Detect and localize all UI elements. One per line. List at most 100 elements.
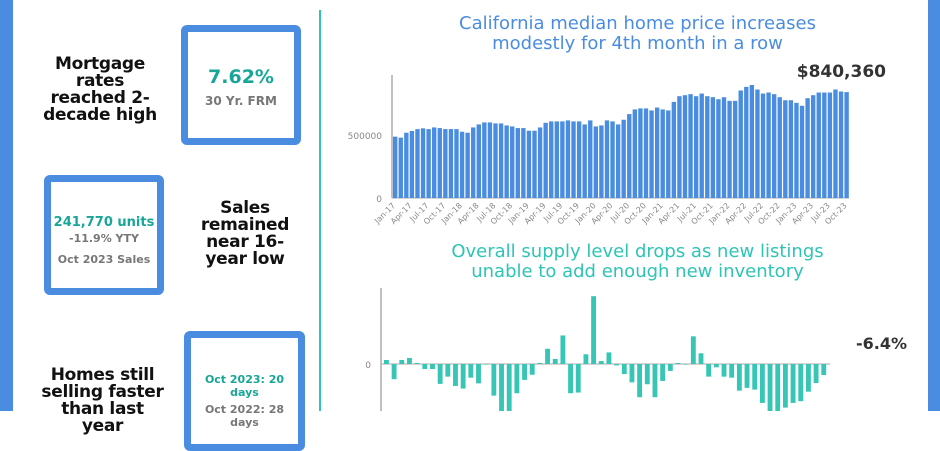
price-bar [783, 100, 788, 198]
sales-value: 241,770 units [53, 215, 155, 230]
supply-bar [690, 336, 696, 364]
price-bar [833, 89, 838, 198]
mortgage-card: 7.62% 30 Yr. FRM [181, 25, 301, 145]
price-bar [749, 84, 755, 198]
supply-bar [736, 364, 742, 391]
price-bar [654, 107, 660, 198]
price-bar [615, 124, 621, 198]
price-annotation: $840,360 [797, 62, 886, 82]
price-bar [771, 94, 777, 198]
supply-bar [775, 364, 781, 411]
price-bar [487, 122, 493, 198]
supply-bar [713, 364, 719, 368]
price-bar [426, 129, 431, 198]
supply-bar [399, 360, 405, 364]
mortgage-label: 30 Yr. FRM [205, 94, 277, 108]
supply-bar [721, 364, 727, 377]
supply-bar [698, 353, 704, 364]
sales-change: -11.9% YTY [69, 232, 139, 245]
supply-bar [407, 357, 412, 364]
divider [319, 10, 321, 411]
price-bar [627, 114, 632, 198]
supply-bar [621, 364, 627, 375]
price-bar [448, 129, 454, 198]
price-bar [593, 126, 599, 198]
price-bar [649, 110, 654, 198]
supply-bar [782, 364, 788, 408]
price-bar [498, 123, 504, 198]
supply-bar [545, 348, 550, 364]
price-bar [677, 96, 682, 198]
price-bar [666, 110, 671, 198]
supply-bar [790, 364, 796, 403]
price-bar [476, 124, 481, 198]
price-bar [459, 131, 465, 198]
right-border [928, 0, 940, 411]
price-bar [794, 102, 799, 198]
price-bar [699, 93, 704, 198]
price-bar [420, 128, 426, 198]
price-bar [398, 137, 403, 198]
supply-bar [637, 364, 643, 398]
supply-bar [759, 364, 765, 403]
y-tick-label: 500000 [348, 132, 383, 142]
sales-label: Oct 2023 Sales [57, 253, 151, 266]
supply-bar [522, 364, 527, 380]
price-bar [710, 97, 716, 198]
supply-bar [460, 364, 466, 389]
price-bar [732, 100, 738, 198]
price-bar [688, 94, 693, 198]
supply-bar [667, 364, 673, 371]
supply-bar [537, 362, 543, 364]
supply-bar [445, 364, 451, 377]
supply-bar [476, 364, 481, 384]
price-bar [526, 130, 532, 198]
price-bar [521, 128, 526, 198]
supply-bar [598, 361, 604, 364]
price-bar [621, 119, 626, 198]
price-bar [582, 124, 587, 198]
charts: 0500000Jan-17Apr-17Jul-17Oct-17Jan-18Apr… [348, 62, 907, 411]
supply-bar [813, 364, 819, 384]
price-bar [532, 130, 537, 198]
price-bar [716, 99, 721, 198]
price-bar [693, 96, 699, 198]
price-bar [604, 120, 610, 198]
price-bar [409, 130, 415, 198]
supply-bar [614, 364, 620, 366]
price-bar [721, 97, 727, 198]
supply-bar [422, 364, 428, 370]
y-tick-label: 0 [365, 361, 371, 371]
price-bar [571, 121, 576, 198]
price-bar [705, 96, 710, 198]
price-bar [638, 108, 643, 198]
price-bar [755, 89, 760, 198]
supply-bar [453, 364, 458, 386]
supply-bar [652, 364, 658, 398]
price-bar [610, 121, 615, 198]
supply-bar [384, 360, 389, 364]
price-bar [660, 109, 665, 198]
price-bar [760, 93, 766, 198]
supply-chart-title: Overall supply level drops as new listin… [451, 241, 824, 282]
price-bar [554, 121, 559, 198]
price-bar [727, 100, 732, 198]
mortgage-rate: 7.62% [208, 66, 274, 88]
supply-bar [729, 364, 735, 378]
supply-bar [437, 364, 443, 384]
supply-bar [675, 362, 681, 364]
price-bar [632, 109, 638, 198]
supply-bar [821, 364, 827, 376]
supply-bar [391, 364, 397, 380]
price-bar [799, 105, 805, 198]
y-tick-label: 0 [376, 195, 382, 205]
supply-bar [506, 364, 512, 411]
price-bar [838, 91, 844, 198]
price-bar [766, 92, 771, 198]
price-bar [415, 129, 420, 198]
supply-bar [660, 364, 666, 381]
price-bar [822, 92, 827, 198]
sales-headline: Sales remained near 16-year low [200, 198, 290, 269]
supply-bar [552, 358, 558, 364]
price-bar [432, 127, 437, 198]
